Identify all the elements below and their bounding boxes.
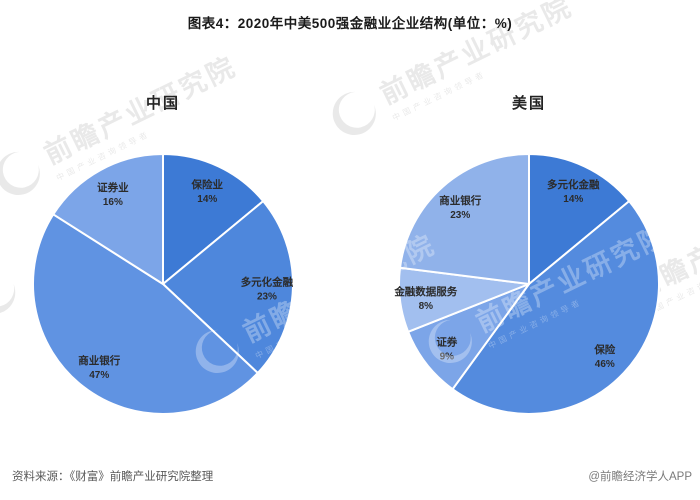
figure-title: 图表4：2020年中美500强金融业企业结构(单位：%) — [187, 16, 513, 31]
slice-label-商业银行: 商业银行 23% — [439, 194, 481, 221]
pie-slice-保险业 — [162, 153, 265, 285]
credit-note: @前瞻经济学人APP — [588, 471, 692, 483]
pie-slice-商业银行 — [32, 213, 259, 415]
pie-title-china: 中国 — [145, 95, 180, 112]
slice-label-证券业: 证券业 16% — [97, 181, 129, 208]
slice-label-证券: 证券 9% — [436, 336, 457, 363]
pie-chart-usa: 多元化金融 14% 保险 46% 证券 9% 金融数据服务 8% 商业银行 23% — [393, 153, 660, 415]
slice-label-多元化金融: 多元化金融 14% — [547, 178, 600, 205]
slice-label-金融数据服务: 金融数据服务 8% — [393, 285, 457, 312]
source-note: 资料来源：《财富》前瞻产业研究院整理 — [12, 471, 214, 483]
slice-label-保险业: 保险业 14% — [191, 178, 224, 205]
pie-slice-商业银行 — [399, 153, 530, 285]
slice-label-商业银行: 商业银行 47% — [78, 354, 120, 381]
pie-title-usa: 美国 — [511, 95, 546, 112]
pie-slice-多元化金融 — [528, 153, 631, 285]
slice-label-保险: 保险 46% — [593, 343, 615, 370]
qianzhan-logo-icon — [332, 91, 376, 136]
pie-slice-证券业 — [52, 153, 164, 285]
pie-slice-多元化金融 — [162, 200, 294, 374]
pie-chart-china: 保险业 14% 多元化金融 23% 商业银行 47% 证券业 16% — [32, 153, 294, 415]
pie-slice-保险 — [451, 200, 660, 415]
slice-label-多元化金融: 多元化金融 23% — [241, 275, 294, 302]
